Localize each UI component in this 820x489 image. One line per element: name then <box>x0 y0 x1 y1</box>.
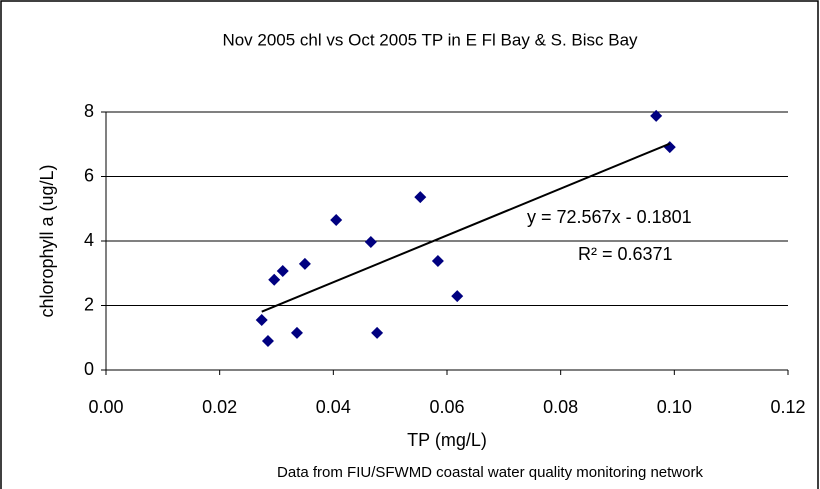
x-tick-label: 0.02 <box>202 397 237 417</box>
x-tick-label: 0.12 <box>770 397 805 417</box>
data-point <box>268 273 281 286</box>
data-point <box>330 214 343 227</box>
x-tick-label: 0.04 <box>316 397 351 417</box>
data-point <box>414 191 427 204</box>
data-point <box>431 254 444 267</box>
trendline-r-squared: R² = 0.6371 <box>578 244 673 264</box>
data-point <box>298 257 311 270</box>
x-axis-label: TP (mg/L) <box>407 430 487 450</box>
y-tick-label: 6 <box>84 165 94 185</box>
chart-title: Nov 2005 chl vs Oct 2005 TP in E Fl Bay … <box>222 30 638 49</box>
source-note: Data from FIU/SFWMD coastal water qualit… <box>277 464 703 481</box>
data-point <box>290 326 303 339</box>
x-tick-label: 0.08 <box>543 397 578 417</box>
data-point <box>451 290 464 303</box>
data-point <box>371 326 384 339</box>
x-tick-label: 0.06 <box>429 397 464 417</box>
data-point <box>261 334 274 347</box>
data-point <box>663 141 676 154</box>
x-tick-label: 0.00 <box>88 397 123 417</box>
y-tick-label: 0 <box>84 359 94 379</box>
trendline-equation: y = 72.567x - 0.1801 <box>527 207 692 227</box>
data-point <box>364 235 377 248</box>
trendline <box>261 142 671 313</box>
data-point <box>255 314 268 327</box>
data-point <box>276 264 289 277</box>
y-axis-label: chlorophyll a (ug/L) <box>37 164 57 317</box>
y-tick-label: 8 <box>84 101 94 121</box>
y-tick-label: 4 <box>84 230 94 250</box>
y-tick-label: 2 <box>84 294 94 314</box>
x-tick-label: 0.10 <box>657 397 692 417</box>
data-point <box>650 109 663 122</box>
